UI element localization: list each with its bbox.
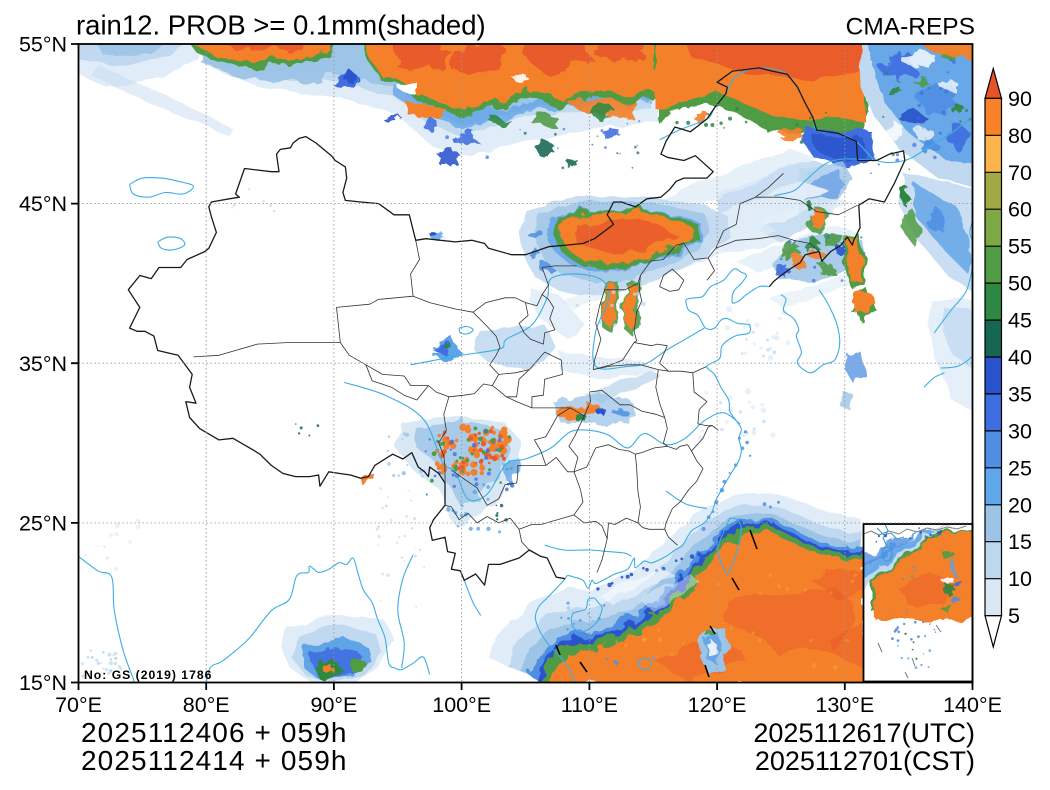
svg-text:2025112406 + 059h: 2025112406 + 059h — [81, 717, 348, 748]
svg-text:80°E: 80°E — [183, 693, 230, 717]
svg-text:10: 10 — [1008, 567, 1032, 591]
svg-text:2025112701(CST): 2025112701(CST) — [755, 746, 975, 776]
svg-text:60: 60 — [1008, 198, 1032, 222]
svg-text:30: 30 — [1008, 419, 1032, 443]
svg-text:CMA-REPS: CMA-REPS — [846, 14, 975, 41]
svg-text:35°N: 35°N — [19, 352, 67, 376]
svg-text:80: 80 — [1008, 124, 1032, 148]
svg-text:110°E: 110°E — [561, 693, 618, 717]
svg-text:5: 5 — [1008, 604, 1020, 628]
svg-text:15°N: 15°N — [19, 671, 67, 695]
svg-text:35: 35 — [1008, 382, 1032, 406]
svg-text:50: 50 — [1008, 272, 1032, 296]
svg-text:70: 70 — [1008, 161, 1032, 185]
svg-text:2025112617(UTC): 2025112617(UTC) — [753, 718, 975, 748]
svg-text:25°N: 25°N — [19, 511, 67, 535]
svg-text:70°E: 70°E — [55, 693, 102, 717]
svg-text:No: GS (2019) 1786: No: GS (2019) 1786 — [84, 668, 212, 682]
svg-text:130°E: 130°E — [815, 693, 874, 717]
svg-text:rain12. PROB >= 0.1mm(shaded): rain12. PROB >= 0.1mm(shaded) — [76, 10, 486, 41]
svg-text:90: 90 — [1008, 87, 1032, 111]
svg-text:15: 15 — [1008, 530, 1032, 554]
svg-text:45: 45 — [1008, 309, 1032, 333]
svg-text:140°E: 140°E — [943, 693, 1002, 717]
svg-text:2025112414 + 059h: 2025112414 + 059h — [81, 745, 348, 776]
svg-text:55: 55 — [1008, 235, 1032, 259]
svg-text:20: 20 — [1008, 493, 1032, 517]
svg-text:100°E: 100°E — [432, 693, 491, 717]
svg-text:55°N: 55°N — [19, 33, 67, 57]
svg-text:25: 25 — [1008, 456, 1032, 480]
svg-text:45°N: 45°N — [19, 192, 67, 216]
svg-text:40: 40 — [1008, 346, 1032, 370]
svg-text:90°E: 90°E — [310, 693, 357, 717]
svg-text:120°E: 120°E — [688, 693, 747, 717]
